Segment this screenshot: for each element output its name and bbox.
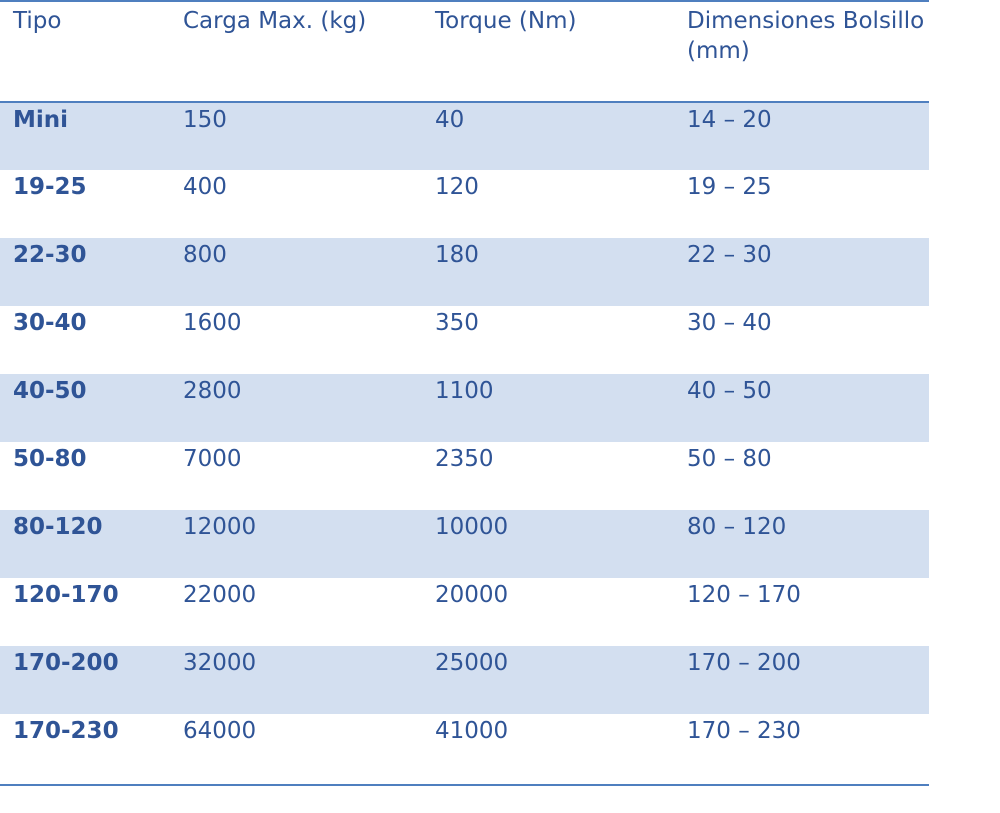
cell-tipo: Mini xyxy=(0,102,181,170)
cell-torque: 180 xyxy=(433,238,685,306)
cell-dimensiones: 19 – 25 xyxy=(687,174,772,200)
cell-torque: 20000 xyxy=(435,582,509,608)
cell-dimensiones: 40 – 50 xyxy=(685,374,929,442)
table-row: 170-230 64000 41000 170 – 230 xyxy=(0,714,929,786)
cell-tipo: 80-120 xyxy=(0,510,181,578)
cell-dimensiones: 22 – 30 xyxy=(685,238,929,306)
table-row: 170-200 32000 25000 170 – 200 xyxy=(0,646,929,714)
cell-dimensiones: 50 – 80 xyxy=(687,446,772,472)
cell-dimensiones: 170 – 230 xyxy=(685,714,929,786)
cell-carga: 800 xyxy=(181,238,433,306)
cell-tipo: 30-40 xyxy=(13,310,87,336)
cell-dimensiones: 14 – 20 xyxy=(685,102,929,170)
cell-tipo: 120-170 xyxy=(13,582,119,608)
cell-tipo: 50-80 xyxy=(13,446,87,472)
cell-carga: 64000 xyxy=(181,714,433,786)
cell-tipo: 170-230 xyxy=(0,714,181,786)
cell-torque: 350 xyxy=(435,310,479,336)
header-row: Tipo Carga Max. (kg) Torque (Nm) Dimensi… xyxy=(0,0,929,103)
cell-torque: 2350 xyxy=(435,446,494,472)
cell-tipo: 22-30 xyxy=(0,238,181,306)
cell-carga: 7000 xyxy=(183,446,242,472)
cell-carga: 150 xyxy=(181,102,433,170)
header-torque: Torque (Nm) xyxy=(433,0,685,103)
table-row: 22-30 800 180 22 – 30 xyxy=(0,238,929,306)
cell-carga: 12000 xyxy=(181,510,433,578)
cell-tipo: 40-50 xyxy=(0,374,181,442)
cell-carga: 32000 xyxy=(181,646,433,714)
cell-torque: 40 xyxy=(433,102,685,170)
table-row: 30-40 1600 350 30 – 40 xyxy=(0,306,929,374)
cell-torque: 41000 xyxy=(433,714,685,786)
cell-dimensiones: 30 – 40 xyxy=(687,310,772,336)
header-tipo: Tipo xyxy=(0,0,181,103)
cell-tipo: 170-200 xyxy=(0,646,181,714)
cell-dimensiones: 170 – 200 xyxy=(685,646,929,714)
cell-carga: 2800 xyxy=(181,374,433,442)
cell-carga: 1600 xyxy=(183,310,242,336)
header-carga: Carga Max. (kg) xyxy=(181,0,433,103)
cell-torque: 120 xyxy=(435,174,479,200)
cell-tipo: 19-25 xyxy=(13,174,87,200)
cell-dimensiones: 80 – 120 xyxy=(685,510,929,578)
cell-dimensiones: 120 – 170 xyxy=(687,582,801,608)
table-row: 19-25 400 120 19 – 25 xyxy=(0,170,929,238)
cell-carga: 22000 xyxy=(183,582,257,608)
table-header: Tipo Carga Max. (kg) Torque (Nm) Dimensi… xyxy=(0,0,929,103)
spec-table: Tipo Carga Max. (kg) Torque (Nm) Dimensi… xyxy=(0,0,929,786)
table-body: Mini 150 40 14 – 20 19-25 400 120 19 – 2… xyxy=(0,102,929,786)
table-row: Mini 150 40 14 – 20 xyxy=(0,102,929,170)
cell-carga: 400 xyxy=(183,174,227,200)
table-row: 40-50 2800 1100 40 – 50 xyxy=(0,374,929,442)
cell-torque: 10000 xyxy=(433,510,685,578)
cell-torque: 1100 xyxy=(433,374,685,442)
table-row: 120-170 22000 20000 120 – 170 xyxy=(0,578,929,646)
header-dimensiones: Dimensiones Bolsillo (mm) xyxy=(685,0,929,103)
cell-torque: 25000 xyxy=(433,646,685,714)
table-row: 80-120 12000 10000 80 – 120 xyxy=(0,510,929,578)
table-row: 50-80 7000 2350 50 – 80 xyxy=(0,442,929,510)
